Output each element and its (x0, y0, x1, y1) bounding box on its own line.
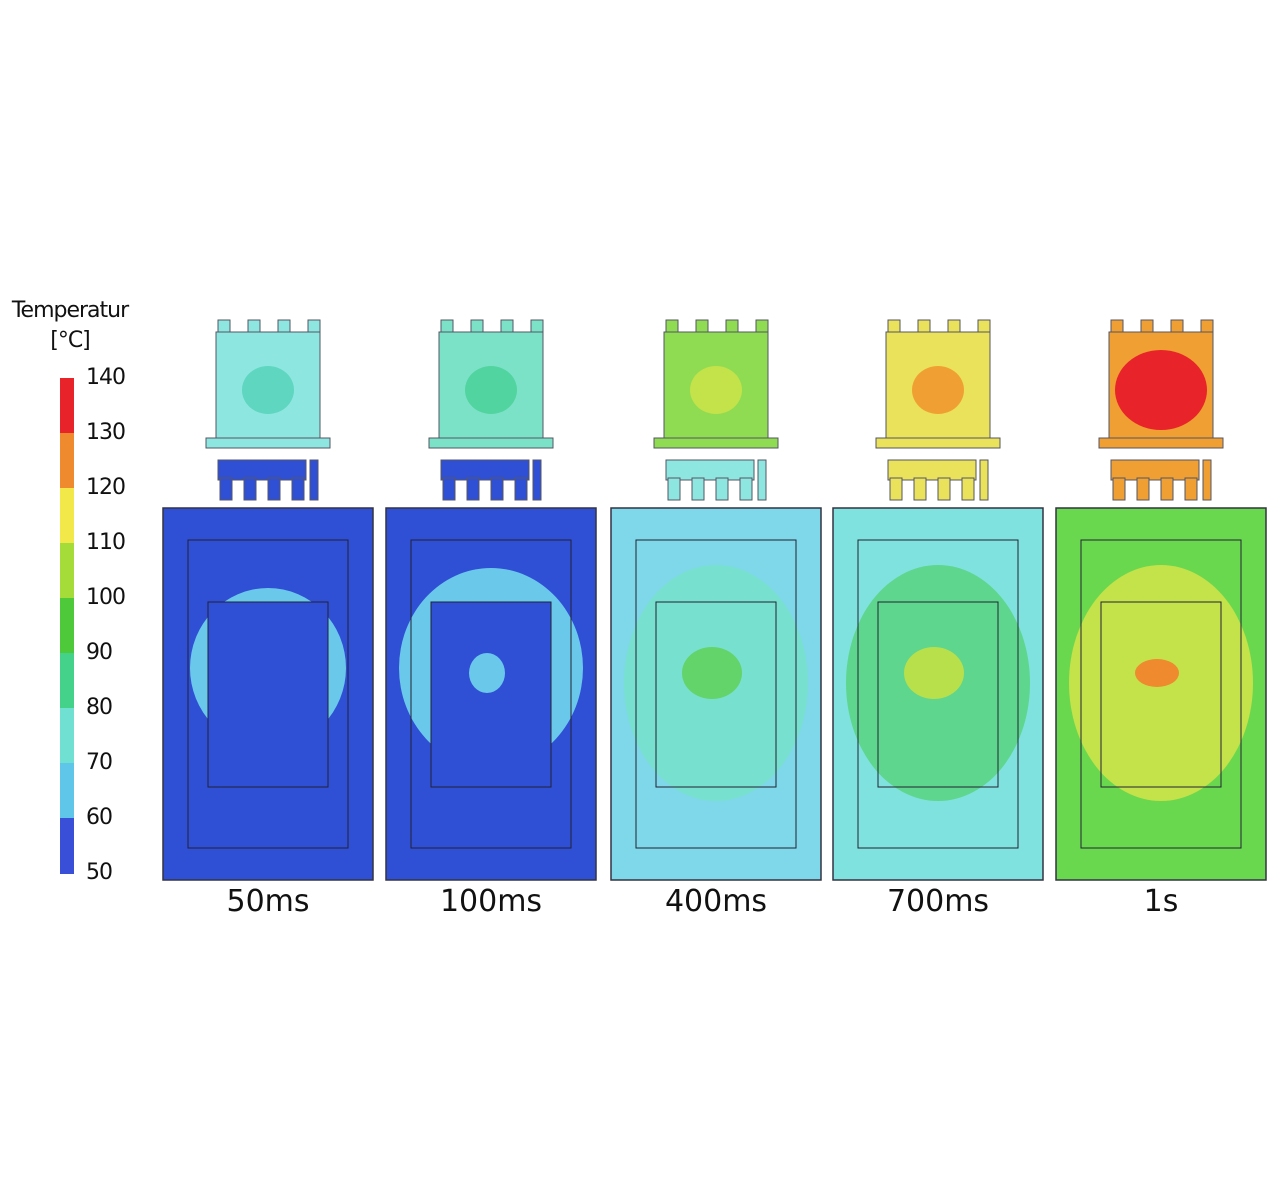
component-leg (715, 477, 729, 501)
board-view (162, 507, 374, 881)
time-label: 100ms (439, 884, 543, 919)
snapshot-50ms (162, 319, 374, 881)
legend-tick-label: 130 (86, 420, 126, 445)
board-view (610, 507, 822, 881)
legend-title: Temperatur (11, 298, 129, 323)
legend-tick-label: 70 (86, 750, 113, 775)
component-view (428, 319, 554, 501)
component-leg (1136, 477, 1150, 501)
board-view (1055, 507, 1267, 881)
component-view (1098, 319, 1224, 501)
legend-color-scale (60, 378, 74, 874)
temperature-legend: Temperatur [°C] 140 130 120 110 100 90 80 70 60 5… (0, 290, 150, 890)
component-hotspot (242, 366, 294, 414)
component-footprint (430, 601, 552, 788)
component-footprint (877, 601, 999, 788)
component-leg (739, 477, 753, 501)
snapshot-100ms (385, 319, 597, 881)
component-base (665, 459, 755, 481)
component-footprint (207, 601, 329, 788)
component-view (205, 319, 331, 501)
component-flange (428, 437, 554, 449)
legend-color-segment (60, 433, 74, 489)
board-hotspot (469, 653, 505, 693)
time-label: 1s (1143, 884, 1179, 919)
legend-tick-label: 60 (86, 805, 113, 830)
component-base (1110, 459, 1200, 481)
component-hotspot (465, 366, 517, 414)
component-leg (667, 477, 681, 501)
component-flange (875, 437, 1001, 449)
snapshot-700ms (832, 319, 1044, 881)
component-flange (1098, 437, 1224, 449)
legend-color-segment (60, 708, 74, 764)
board-hotspot (1135, 659, 1179, 687)
component-side-leg (309, 459, 319, 501)
legend-tick-label: 80 (86, 695, 113, 720)
component-leg (291, 477, 305, 501)
legend-tick-label: 100 (86, 585, 126, 610)
board-view (832, 507, 1044, 881)
component-leg (1112, 477, 1126, 501)
time-label: 400ms (664, 884, 768, 919)
legend-unit: [°C] (50, 328, 91, 353)
component-leg (466, 477, 480, 501)
component-leg (913, 477, 927, 501)
legend-tick-label: 120 (86, 475, 126, 500)
board-hotspot (904, 647, 964, 699)
legend-color-segment (60, 598, 74, 654)
component-flange (205, 437, 331, 449)
component-view (875, 319, 1001, 501)
legend-color-segment (60, 763, 74, 819)
legend-color-segment (60, 818, 74, 874)
component-leg (691, 477, 705, 501)
snapshot-1s (1055, 319, 1267, 881)
board-outline (1080, 539, 1242, 849)
component-side-leg (979, 459, 989, 501)
component-hotspot (1115, 350, 1207, 430)
legend-color-segment (60, 653, 74, 709)
component-footprint (1100, 601, 1222, 788)
board-outline (857, 539, 1019, 849)
board-outline (635, 539, 797, 849)
component-leg (961, 477, 975, 501)
legend-tick-label: 50 (86, 860, 113, 885)
legend-color-segment (60, 378, 74, 434)
component-leg (490, 477, 504, 501)
component-side-leg (532, 459, 542, 501)
snapshot-400ms (610, 319, 822, 881)
component-hotspot (690, 366, 742, 414)
component-leg (219, 477, 233, 501)
component-base (440, 459, 530, 481)
component-leg (1160, 477, 1174, 501)
component-leg (267, 477, 281, 501)
legend-tick-label: 140 (86, 365, 126, 390)
component-side-leg (1202, 459, 1212, 501)
time-label: 700ms (886, 884, 990, 919)
legend-color-segment (60, 488, 74, 544)
board-outline (410, 539, 572, 849)
time-label: 50ms (226, 884, 310, 919)
component-flange (653, 437, 779, 449)
component-leg (442, 477, 456, 501)
component-view (653, 319, 779, 501)
component-leg (937, 477, 951, 501)
component-leg (243, 477, 257, 501)
component-side-leg (757, 459, 767, 501)
component-leg (514, 477, 528, 501)
board-view (385, 507, 597, 881)
board-hotspot (682, 647, 742, 699)
component-footprint (655, 601, 777, 788)
component-hotspot (912, 366, 964, 414)
component-base (217, 459, 307, 481)
board-outline (187, 539, 349, 849)
component-base (887, 459, 977, 481)
component-leg (1184, 477, 1198, 501)
component-leg (889, 477, 903, 501)
legend-tick-label: 110 (86, 530, 126, 555)
legend-color-segment (60, 543, 74, 599)
legend-tick-label: 90 (86, 640, 113, 665)
